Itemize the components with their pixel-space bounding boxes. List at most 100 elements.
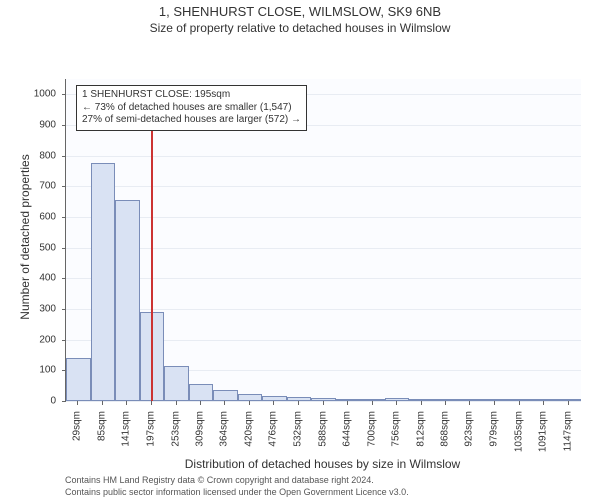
x-tick-label: 1035sqm [513, 411, 524, 452]
y-tick-mark [62, 401, 66, 402]
x-axis-label: Distribution of detached houses by size … [65, 457, 580, 471]
y-tick-mark [62, 94, 66, 95]
y-tick-label: 0 [0, 396, 60, 407]
histogram-bar [532, 399, 557, 401]
x-tick-label: 812sqm [415, 411, 426, 447]
histogram-bar [483, 399, 508, 401]
chart-area: Number of detached properties 0100200300… [0, 35, 600, 475]
y-tick-label: 900 [0, 120, 60, 131]
x-tick-label: 141sqm [121, 411, 132, 447]
plot-area: 1 SHENHURST CLOSE: 195sqm← 73% of detach… [65, 79, 581, 402]
histogram-bar [66, 358, 91, 401]
y-tick-label: 500 [0, 242, 60, 253]
y-tick-label: 700 [0, 181, 60, 192]
x-tick-mark [519, 401, 520, 405]
x-tick-label: 644sqm [342, 411, 353, 447]
y-tick-mark [62, 217, 66, 218]
x-tick-mark [347, 401, 348, 405]
x-tick-mark [421, 401, 422, 405]
x-tick-mark [323, 401, 324, 405]
x-tick-label: 923sqm [464, 411, 475, 447]
x-tick-mark [249, 401, 250, 405]
x-tick-mark [151, 401, 152, 405]
y-tick-label: 400 [0, 273, 60, 284]
y-tick-label: 800 [0, 150, 60, 161]
x-tick-label: 979sqm [489, 411, 500, 447]
histogram-bar [287, 397, 312, 401]
page-title: 1, SHENHURST CLOSE, WILMSLOW, SK9 6NB [0, 4, 600, 19]
grid-line [66, 186, 581, 187]
histogram-bar [336, 399, 361, 401]
annotation-box: 1 SHENHURST CLOSE: 195sqm← 73% of detach… [76, 85, 307, 131]
y-tick-mark [62, 156, 66, 157]
x-tick-mark [102, 401, 103, 405]
y-tick-label: 200 [0, 334, 60, 345]
x-tick-label: 532sqm [292, 411, 303, 447]
y-tick-label: 300 [0, 304, 60, 315]
x-tick-mark [273, 401, 274, 405]
x-tick-label: 588sqm [317, 411, 328, 447]
x-tick-mark [494, 401, 495, 405]
histogram-bar [556, 399, 581, 401]
histogram-bar [409, 399, 434, 401]
x-tick-label: 868sqm [440, 411, 451, 447]
x-tick-label: 197sqm [145, 411, 156, 447]
histogram-bar [115, 200, 140, 401]
histogram-bar [385, 398, 410, 401]
x-tick-label: 253sqm [170, 411, 181, 447]
y-tick-label: 100 [0, 365, 60, 376]
footer: Contains HM Land Registry data © Crown c… [65, 475, 580, 498]
y-tick-label: 1000 [0, 89, 60, 100]
x-tick-mark [298, 401, 299, 405]
y-ticks: 01002003004005006007008009001000 [0, 79, 60, 401]
footer-line-2: Contains public sector information licen… [65, 487, 580, 499]
grid-line [66, 156, 581, 157]
footer-line-1: Contains HM Land Registry data © Crown c… [65, 475, 580, 487]
histogram-bar [360, 399, 385, 401]
histogram-bar [262, 396, 287, 401]
x-tick-mark [77, 401, 78, 405]
page-subtitle: Size of property relative to detached ho… [0, 21, 600, 35]
marker-line [151, 127, 153, 401]
x-tick-label: 700sqm [366, 411, 377, 447]
x-tick-mark [224, 401, 225, 405]
grid-line [66, 309, 581, 310]
x-tick-label: 420sqm [243, 411, 254, 447]
grid-line [66, 217, 581, 218]
grid-line [66, 248, 581, 249]
x-tick-label: 85sqm [96, 411, 107, 441]
x-tick-label: 29sqm [72, 411, 83, 441]
x-tick-label: 1091sqm [538, 411, 549, 452]
x-tick-mark [126, 401, 127, 405]
x-tick-mark [469, 401, 470, 405]
y-tick-mark [62, 309, 66, 310]
annotation-line: 27% of semi-detached houses are larger (… [82, 114, 301, 127]
histogram-bar [213, 390, 237, 401]
histogram-bar [458, 399, 483, 401]
y-tick-mark [62, 278, 66, 279]
y-tick-mark [62, 186, 66, 187]
x-tick-mark [568, 401, 569, 405]
histogram-bar [91, 163, 116, 401]
x-tick-mark [176, 401, 177, 405]
x-tick-mark [372, 401, 373, 405]
x-ticks: 29sqm 85sqm 141sqm 197sqm 253sqm 309sqm 364sqm… [65, 405, 580, 460]
annotation-line: ← 73% of detached houses are smaller (1,… [82, 102, 301, 115]
x-tick-mark [543, 401, 544, 405]
x-tick-label: 309sqm [195, 411, 206, 447]
histogram-bar [189, 384, 214, 401]
x-tick-label: 364sqm [219, 411, 230, 447]
x-tick-label: 756sqm [391, 411, 402, 447]
grid-line [66, 401, 581, 402]
y-tick-mark [62, 125, 66, 126]
annotation-line: 1 SHENHURST CLOSE: 195sqm [82, 89, 301, 102]
histogram-bar [238, 394, 263, 401]
x-tick-mark [200, 401, 201, 405]
y-tick-mark [62, 340, 66, 341]
y-tick-label: 600 [0, 212, 60, 223]
x-tick-mark [445, 401, 446, 405]
x-tick-mark [396, 401, 397, 405]
grid-line [66, 278, 581, 279]
y-tick-mark [62, 248, 66, 249]
histogram-bar [507, 399, 532, 401]
